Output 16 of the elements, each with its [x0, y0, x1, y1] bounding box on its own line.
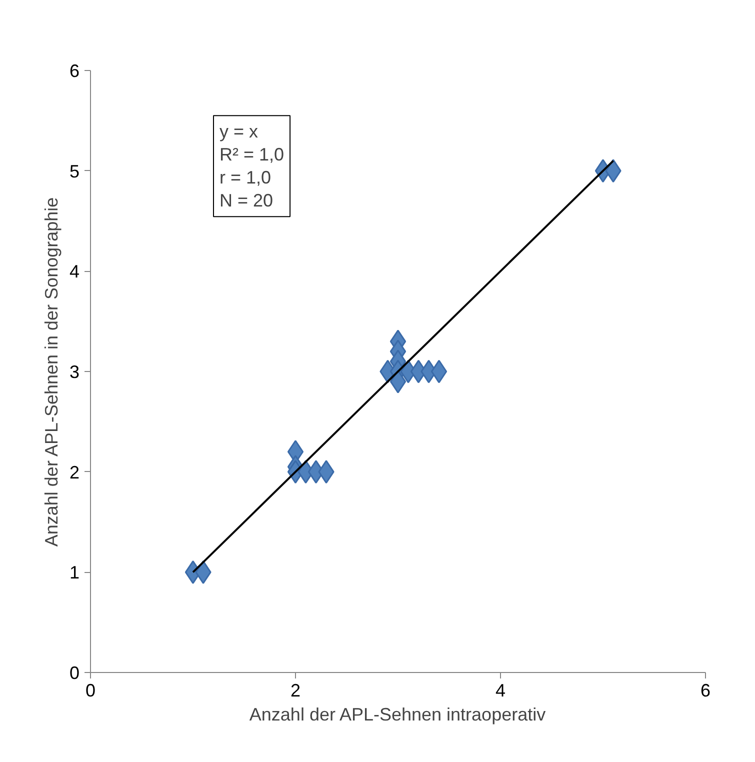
- y-tick-label: 3: [69, 362, 80, 382]
- y-tick-label: 6: [69, 61, 80, 81]
- point: [430, 360, 448, 384]
- x-tick-label: 6: [700, 680, 711, 700]
- y-tick-label: 5: [69, 161, 80, 182]
- x-tick-label: 2: [290, 680, 301, 700]
- y-tick-label: 2: [69, 462, 80, 482]
- x-tick-label: 4: [495, 680, 506, 700]
- x-tick-label: 0: [85, 680, 96, 700]
- y-tick-label: 0: [69, 663, 80, 683]
- y-tick-label: 1: [69, 562, 80, 583]
- y-tick-label: 4: [69, 262, 80, 282]
- x-axis-title: Anzahl der APL-Sehnen intraoperativ: [249, 704, 546, 724]
- annotation: y = x R² = 1,0 r = 1,0 N = 20: [220, 122, 284, 211]
- point: [390, 370, 406, 394]
- y-axis-title: Anzahl der APL-Sehnen in der Sonographie: [41, 197, 62, 547]
